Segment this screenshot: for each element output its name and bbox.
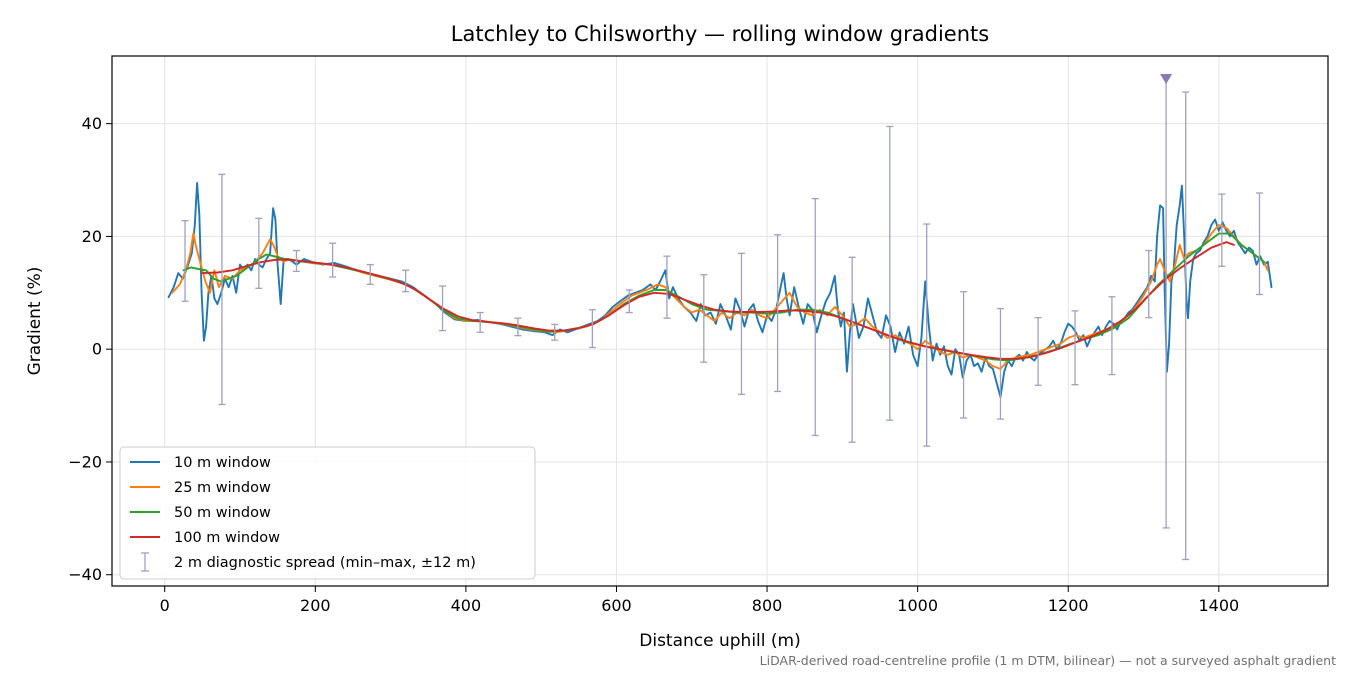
x-tick-label: 400: [451, 596, 482, 615]
diagnostic-error-bar: [476, 311, 484, 333]
y-tick-label: 20: [82, 227, 102, 246]
diagnostic-error-bar: [514, 317, 522, 337]
x-axis-ticks: 0 200 400 600 800 1000 1200 1400: [160, 586, 1239, 615]
x-tick-label: 0: [160, 596, 170, 615]
y-tick-label: −40: [68, 565, 102, 584]
diagnostic-error-bar: [551, 323, 559, 341]
diagnostic-error-bar: [402, 269, 410, 293]
x-tick-label: 1400: [1198, 596, 1239, 615]
diagnostic-error-bar: [886, 125, 894, 421]
diagnostic-error-bar: [663, 255, 671, 319]
diagnostic-error-bar: [1034, 316, 1042, 386]
diagnostic-error-bar: [1162, 75, 1170, 529]
legend-label-1: 10 m window: [174, 455, 271, 471]
legend-label-diagnostic: 2 m diagnostic spread (min–max, ±12 m): [174, 555, 476, 571]
legend-swatch-diagnostic: [141, 552, 149, 572]
chart-title: Latchley to Chilsworthy — rolling window…: [451, 22, 989, 46]
x-tick-label: 1000: [897, 596, 938, 615]
diagnostic-error-bar: [1255, 192, 1263, 296]
diagnostic-error-bar: [292, 249, 300, 273]
diagnostic-error-bar: [811, 197, 819, 437]
diagnostic-error-bar: [700, 274, 708, 363]
diagnostic-error-bar: [774, 234, 782, 393]
diagnostic-error-bar: [329, 242, 337, 278]
x-tick-label: 200: [300, 596, 331, 615]
diagnostic-error-bar: [588, 309, 596, 349]
diagnostic-error-bar: [996, 307, 1004, 420]
footnote: LiDAR-derived road-centreline profile (1…: [760, 653, 1336, 668]
grid-lines: [112, 56, 1328, 586]
diagnostic-error-bar: [439, 285, 447, 332]
x-tick-label: 600: [601, 596, 632, 615]
diagnostic-error-bar: [1182, 91, 1190, 561]
y-tick-label: 40: [82, 114, 102, 133]
y-axis-label: Gradient (%): [25, 267, 45, 376]
y-tick-label: 0: [92, 340, 102, 359]
y-axis-ticks: −40 −20 0 20 40: [68, 114, 112, 584]
legend-label-3: 50 m window: [174, 505, 271, 521]
legend-label-2: 25 m window: [174, 480, 271, 496]
y-tick-label: −20: [68, 452, 102, 471]
diagnostic-error-bar: [1218, 193, 1226, 267]
series-line-1: [167, 181, 1273, 399]
plot-frame: [111, 55, 1329, 587]
x-axis-label: Distance uphill (m): [639, 631, 800, 651]
diagnostic-error-bar: [1108, 296, 1116, 376]
legend: 10 m window 25 m window 50 m window 100 m w…: [119, 446, 536, 580]
series-line-4: [201, 241, 1235, 360]
series-layer: [167, 181, 1273, 399]
diagnostic-error-bar: [366, 263, 374, 286]
series-line-2: [171, 224, 1269, 370]
diagnostic-error-bar: [218, 173, 226, 406]
overflow-marker: [1160, 74, 1173, 84]
diagnostic-error-bar: [737, 252, 745, 395]
diagnostic-error-bar: [848, 256, 856, 443]
diagnostic-error-bar: [181, 219, 189, 302]
diagnostic-error-bar: [255, 217, 263, 289]
diagnostic-error-bar: [1071, 310, 1079, 386]
legend-label-4: 100 m window: [174, 530, 280, 546]
diagnostic-error-bar: [625, 289, 633, 314]
diagnostic-error-bar: [923, 223, 931, 447]
x-tick-label: 800: [752, 596, 783, 615]
x-tick-label: 1200: [1048, 596, 1089, 615]
legend-box: [119, 446, 536, 580]
diagnostic-error-bar: [1145, 249, 1153, 319]
diagnostic-error-bar: [960, 291, 968, 419]
series-line-3: [182, 232, 1265, 362]
diagnostic-spread-layer: [181, 74, 1263, 561]
